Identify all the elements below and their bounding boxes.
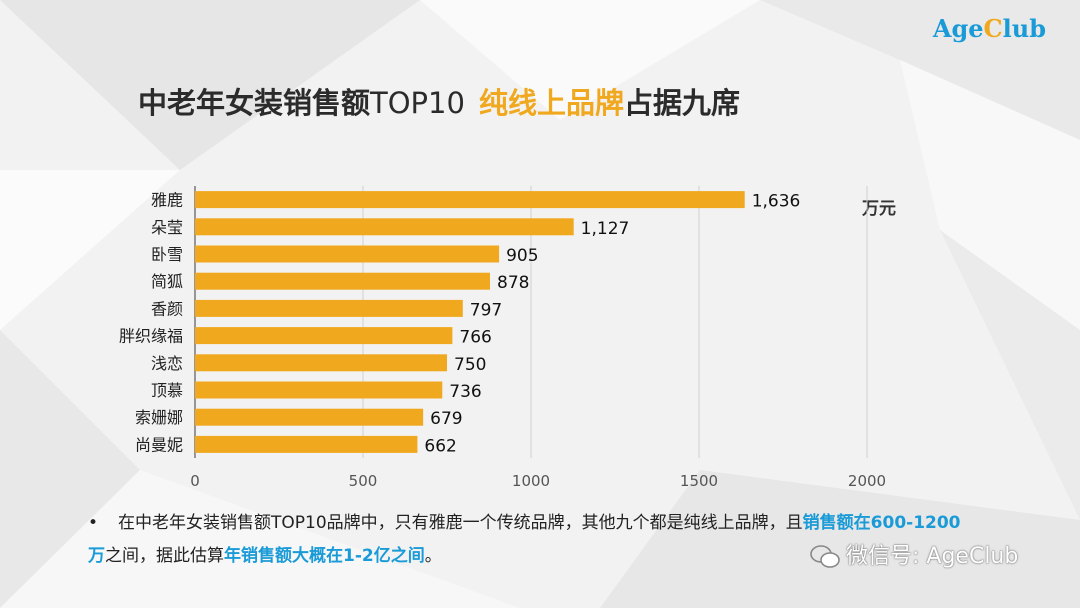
bar bbox=[195, 272, 491, 290]
category-label: 香颜 bbox=[151, 299, 183, 318]
bar bbox=[195, 327, 453, 345]
data-label: 679 bbox=[430, 409, 462, 429]
category-label: 朵莹 bbox=[151, 218, 183, 237]
bar bbox=[195, 245, 500, 263]
data-label: 662 bbox=[424, 436, 456, 456]
bullet-note: • 在中老年女装销售额TOP10品牌中，只有雅鹿一个传统品牌，其他九个都是纯线上品… bbox=[88, 507, 968, 573]
bar bbox=[195, 299, 463, 317]
wechat-watermark: 微信号: AgeClub bbox=[810, 538, 1018, 570]
title-part2: TOP10 bbox=[370, 86, 465, 120]
category-label: 胖织缘福 bbox=[119, 327, 183, 346]
bar bbox=[195, 354, 447, 372]
category-label: 尚曼妮 bbox=[135, 435, 183, 454]
ageclub-logo: AgeClub bbox=[932, 14, 1046, 43]
category-label: 简狐 bbox=[151, 272, 183, 291]
note-text-1: 在中老年女装销售额TOP10品牌中，只有雅鹿一个传统品牌，其他九个都是纯线上品牌… bbox=[118, 513, 803, 533]
watermark-text: 微信号: AgeClub bbox=[846, 544, 1019, 569]
bar bbox=[195, 218, 574, 236]
data-label: 766 bbox=[459, 328, 491, 348]
note-text-3: 。 bbox=[424, 546, 442, 566]
category-label: 顶慕 bbox=[151, 381, 183, 400]
data-label: 797 bbox=[470, 300, 502, 320]
note-highlight-2: 年销售额大概在1-2亿之间 bbox=[224, 546, 425, 566]
data-label: 905 bbox=[506, 246, 538, 266]
data-label: 1,636 bbox=[752, 192, 801, 212]
slide-title: 中老年女装销售额TOP10 纯线上品牌占据九席 bbox=[138, 80, 740, 122]
data-label: 750 bbox=[454, 355, 486, 375]
category-label: 索姗娜 bbox=[135, 408, 183, 427]
category-label: 雅鹿 bbox=[151, 191, 183, 210]
x-tick-label: 0 bbox=[190, 472, 200, 490]
bullet-icon: • bbox=[88, 513, 99, 533]
wechat-icon bbox=[810, 545, 840, 568]
x-tick-label: 2000 bbox=[848, 472, 886, 490]
unit-label: 万元 bbox=[862, 199, 896, 219]
bar bbox=[195, 381, 443, 399]
note-text-2: 之间，据此估算 bbox=[105, 546, 224, 566]
title-highlight: 纯线上品牌 bbox=[478, 86, 624, 120]
bar bbox=[195, 408, 424, 426]
data-label: 1,127 bbox=[581, 219, 630, 239]
category-label: 卧雪 bbox=[151, 245, 183, 264]
x-tick-label: 500 bbox=[349, 472, 378, 490]
data-label: 878 bbox=[497, 273, 529, 293]
x-tick-label: 1500 bbox=[680, 472, 718, 490]
title-part4: 占据九席 bbox=[623, 86, 740, 120]
bar bbox=[195, 435, 418, 453]
x-tick-label: 1000 bbox=[512, 472, 550, 490]
bar bbox=[195, 191, 745, 209]
note-highlight-1: 销售额在600-1200万 bbox=[88, 513, 961, 566]
title-part1: 中老年女装销售额 bbox=[138, 86, 371, 120]
category-label: 浅恋 bbox=[151, 354, 183, 373]
data-label: 736 bbox=[449, 382, 481, 402]
